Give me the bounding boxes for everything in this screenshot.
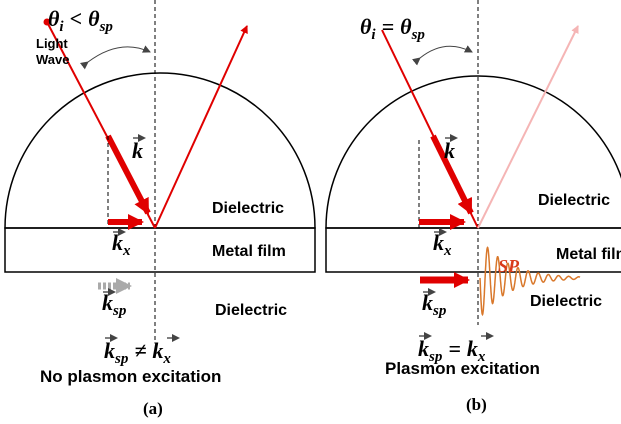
angle-arc (88, 47, 150, 62)
upper-medium-label: Dielectric (212, 200, 284, 217)
lower-medium-label: Dielectric (215, 302, 287, 319)
k-label: k (444, 138, 455, 163)
film-label: Metal film (212, 243, 286, 260)
angle-label: θi<θsp (48, 6, 113, 35)
label-line: Wave (36, 52, 69, 67)
angle-arc (420, 46, 472, 58)
ksp-label: ksp (102, 290, 127, 319)
upper-medium-label: Dielectric (538, 192, 610, 209)
film-label: Metal film (556, 246, 621, 263)
wave-label: SP (498, 256, 520, 276)
diagram: θi<θsp LightWave k kx ksp Dielectric Met… (0, 0, 621, 424)
result-label: No plasmon excitation (40, 367, 221, 386)
label-line: Light (36, 36, 68, 51)
result-label: Plasmon excitation (385, 359, 540, 378)
kx-label: kx (433, 230, 452, 259)
caption: (b) (466, 395, 487, 414)
angle-label: θi=θsp (360, 14, 425, 43)
condition: ksp≠kx (104, 338, 171, 367)
kx-label: kx (112, 230, 131, 259)
panel-b: θi=θsp k kx ksp Dielectric Metal film Di… (326, 0, 621, 414)
caption: (a) (143, 399, 163, 418)
ksp-label: ksp (422, 290, 447, 319)
reflected-ray (155, 26, 247, 228)
k-label: k (132, 138, 143, 163)
lower-medium-label: Dielectric (530, 293, 602, 310)
